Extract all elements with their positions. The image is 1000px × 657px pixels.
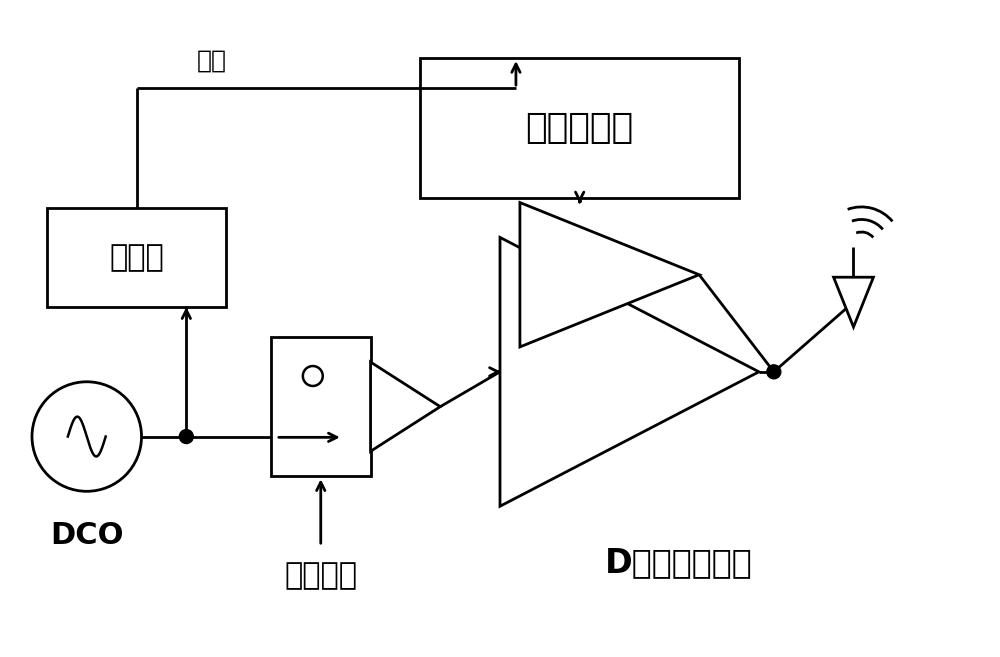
Circle shape	[767, 365, 781, 379]
Bar	[271, 337, 371, 476]
Text: 查找表模块: 查找表模块	[526, 111, 634, 145]
Polygon shape	[834, 277, 873, 327]
Polygon shape	[371, 362, 440, 451]
Text: 分频器: 分频器	[109, 243, 164, 272]
Bar	[47, 208, 226, 307]
Bar	[420, 58, 739, 198]
Text: DCO: DCO	[50, 521, 124, 550]
Text: D类功率放大器: D类功率放大器	[605, 546, 753, 579]
Polygon shape	[520, 202, 699, 347]
Text: 相位选择: 相位选择	[284, 561, 357, 590]
Polygon shape	[500, 237, 759, 507]
Circle shape	[303, 366, 323, 386]
Text: 时钟: 时钟	[196, 49, 226, 73]
Circle shape	[32, 382, 142, 491]
Circle shape	[179, 430, 193, 443]
